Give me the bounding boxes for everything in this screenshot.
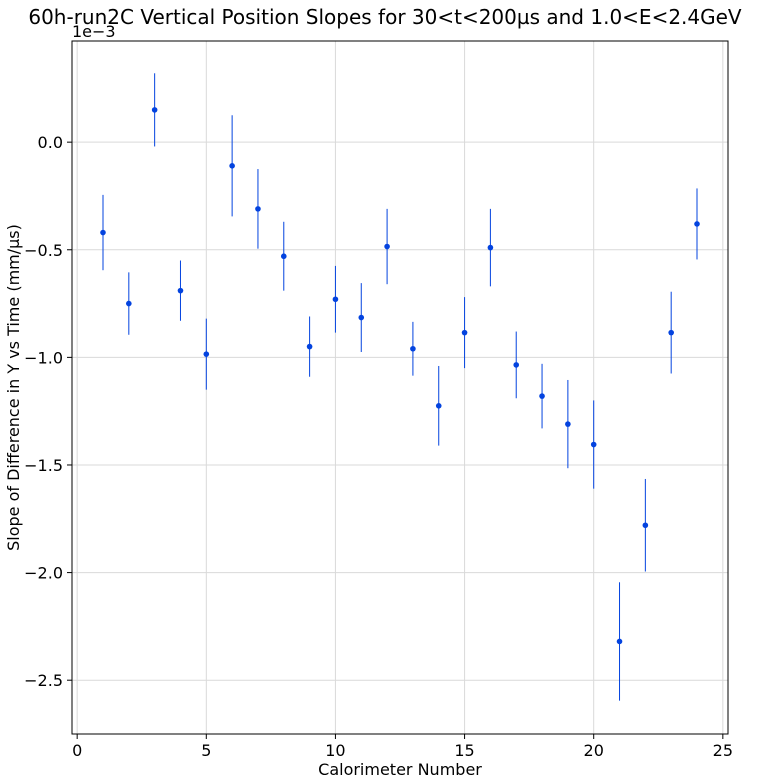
chart-title: 60h-run2C Vertical Position Slopes for 3… [28, 5, 742, 29]
y-tick-label: −1.5 [24, 456, 63, 475]
y-offset-label: 1e−3 [72, 22, 116, 41]
grid-layer [72, 41, 728, 734]
data-point [306, 343, 313, 350]
data-point [358, 314, 365, 321]
y-axis-label: Slope of Difference in Y vs Time (mm/µs) [4, 224, 23, 551]
data-point [255, 206, 261, 212]
data-point [280, 253, 287, 260]
y-tick-label: −2.5 [24, 671, 63, 690]
tick-layer: 0 5 10 15 20 25 0.0 −0.5 −1.0 −1.5 −2.0 −2.5 [24, 133, 733, 760]
data-point [487, 244, 494, 251]
data-layer [100, 73, 700, 701]
data-point [590, 441, 597, 448]
data-point [151, 107, 158, 113]
plot-frame [71, 40, 729, 735]
x-tick-label: 20 [584, 741, 604, 760]
y-tick-label: 0.0 [38, 133, 63, 152]
x-tick-label: 0 [72, 741, 82, 760]
data-point [410, 345, 416, 352]
data-point [513, 362, 520, 368]
data-point [461, 329, 468, 336]
data-point [229, 163, 235, 169]
y-tick-label: −0.5 [24, 241, 63, 260]
data-point [668, 329, 674, 336]
data-point [539, 393, 545, 399]
x-axis-label: Calorimeter Number [318, 760, 482, 779]
y-tick-label: −2.0 [24, 564, 63, 583]
data-point [126, 300, 132, 307]
x-tick-label: 10 [325, 741, 345, 760]
data-point [565, 421, 571, 427]
data-point [642, 522, 649, 529]
x-tick-label: 5 [201, 741, 211, 760]
data-point [616, 638, 623, 645]
y-tick-label: −1.0 [24, 348, 63, 367]
data-point [694, 221, 700, 227]
x-tick-label: 15 [454, 741, 474, 760]
data-point [384, 243, 390, 250]
data-point [177, 287, 184, 294]
data-point [203, 351, 210, 357]
data-point [100, 229, 106, 236]
x-tick-label: 25 [713, 741, 733, 760]
data-point [332, 296, 339, 303]
data-point [435, 402, 442, 409]
